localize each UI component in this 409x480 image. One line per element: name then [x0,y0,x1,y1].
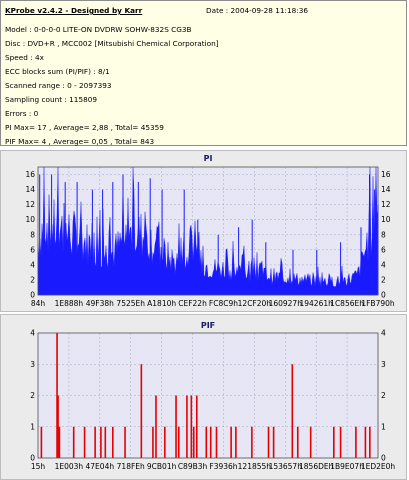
x-tick-label: 1E888h [55,299,84,308]
y-tick-label-left: 4 [30,329,35,338]
x-tick-label: 12CF20h [238,299,272,308]
y-tick-label-right: 10 [381,215,391,224]
y-tick-label-left: 6 [30,245,35,254]
x-tick-label: 1FB790h [361,299,395,308]
pi-chart-panel: PI 0 0 2 2 4 4 6 6 8 8 10 10 12 12 14 14 16 16 84h 1E888h 49F… [0,150,407,312]
x-tick-label: 7525Eh [116,299,145,308]
y-tick-label-right: 4 [381,260,386,269]
y-tick-label-left: 2 [30,275,35,284]
info-scanned-range: Scanned range : 0 - 2097393 [5,81,112,90]
x-tick-label: 1C856Eh [330,299,364,308]
y-tick-label-right: 3 [381,360,386,369]
x-tick-label: 84h [31,299,46,308]
info-pi-stats: PI Max= 17 , Average= 2,88 , Total= 4535… [5,123,164,132]
y-tick-label-right: 6 [381,245,386,254]
pif-chart-panel: PIF 0 0 1 1 2 2 3 3 4 4 15h 1E003h 47E04h 718FEh 9CB01h… [0,314,407,480]
x-tick-label: 1E003h [55,462,84,471]
x-tick-label: 1B9E07h [330,462,364,471]
x-tick-label: 1ED2E0h [361,462,396,471]
y-tick-label-right: 14 [381,185,391,194]
y-tick-label-right: 0 [381,291,386,300]
scan-date: Date : 2004-09-28 11:18:36 [206,6,309,15]
x-tick-label: F3936h [209,462,237,471]
y-tick-label-right: 2 [381,275,386,284]
y-tick-label-left: 3 [30,360,35,369]
info-ecc-blocks: ECC blocks sum (PI/PIF) : 8/1 [5,67,110,76]
y-tick-label-left: 4 [30,260,35,269]
plot-border [37,332,379,459]
x-tick-label: 15h [31,462,46,471]
y-tick-label-left: 14 [25,185,35,194]
pi-chart: PI 0 0 2 2 4 4 6 6 8 8 10 10 12 12 14 14 16 16 84h 1E888h 49F… [25,154,395,308]
x-tick-label: 121855h [238,462,272,471]
plot-border [37,166,379,296]
y-tick-label-right: 8 [381,230,386,239]
y-tick-label-right: 12 [381,200,391,209]
info-pif-stats: PIF Max= 4 , Average= 0,05 , Total= 843 [5,137,155,146]
info-model: Model : 0-0-0-0 LITE-ON DVDRW SOHW-832S … [5,25,192,34]
x-tick-label: 49F38h [86,299,114,308]
x-tick-label: 47E04h [86,462,115,471]
y-tick-label-left: 1 [30,422,35,431]
x-tick-label: 1856DEh [299,462,334,471]
y-tick-label-left: 12 [25,200,35,209]
y-tick-label-right: 16 [381,170,391,179]
x-tick-label: 160927h [269,299,303,308]
info-disc: Disc : DVD+R , MCC002 [Mitsubishi Chemic… [5,39,219,48]
app-title: KProbe v2.4.2 - Designed by Karr [5,6,143,15]
info-panel: KProbe v2.4.2 - Designed by Karr Date : … [0,0,407,146]
y-tick-label-left: 0 [30,291,35,300]
y-tick-label-right: 4 [381,329,386,338]
x-tick-label: FC8C9h [209,299,238,308]
info-sampling-count: Sampling count : 115809 [5,95,98,104]
x-tick-label: C89B3h [178,462,208,471]
y-tick-label-right: 1 [381,422,386,431]
chart-title: PI [204,154,213,163]
info-speed: Speed : 4x [5,53,44,62]
x-tick-label: 194261h [299,299,333,308]
y-tick-label-left: 8 [30,230,35,239]
y-tick-label-right: 2 [381,391,386,400]
pif-chart: PIF 0 0 1 1 2 2 3 3 4 4 15h 1E003h 47E04h 718FEh 9CB01h… [30,321,396,471]
x-tick-label: 9CB01h [147,462,177,471]
chart-title: PIF [201,321,215,330]
x-tick-label: CEF22h [178,299,207,308]
y-tick-label-left: 10 [25,215,35,224]
y-tick-label-left: 16 [25,170,35,179]
info-errors: Errors : 0 [5,109,39,118]
x-tick-label: A1810h [147,299,176,308]
y-tick-label-left: 2 [30,391,35,400]
y-tick-label-right: 0 [381,454,386,463]
y-tick-label-left: 0 [30,454,35,463]
x-tick-label: 153657h [269,462,303,471]
x-tick-label: 718FEh [117,462,145,471]
